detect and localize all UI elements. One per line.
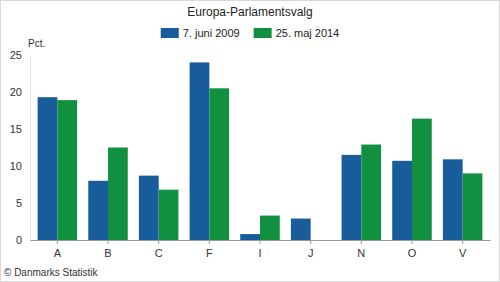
y-tick: 5	[16, 197, 30, 209]
x-tick-label: O	[408, 247, 417, 259]
x-tick-mark	[57, 240, 58, 244]
y-tick-label: 0	[16, 234, 22, 246]
legend-item: 25. maj 2014	[254, 27, 340, 39]
y-tick-label: 5	[16, 197, 22, 209]
legend-swatch	[254, 28, 272, 38]
y-tick-label: 20	[10, 86, 22, 98]
y-tick: 15	[10, 123, 30, 135]
x-tick: F	[206, 240, 213, 259]
legend-label: 25. maj 2014	[276, 27, 340, 39]
x-tick-mark	[260, 240, 261, 244]
x-tick: B	[104, 240, 111, 259]
bar	[57, 100, 77, 240]
bars	[38, 62, 483, 240]
y-tick: 25	[10, 49, 30, 61]
bar	[159, 190, 179, 240]
bar	[240, 234, 260, 240]
x-tick-label: J	[308, 247, 314, 259]
x-tick: V	[459, 240, 467, 259]
legend: 7. juni 2009 25. maj 2014	[161, 27, 340, 39]
bar	[463, 173, 483, 240]
legend-label: 7. juni 2009	[183, 27, 240, 39]
x-tick: J	[308, 240, 314, 259]
x-tick: I	[258, 240, 261, 259]
x-axis: ABCFIJNOV	[31, 240, 491, 259]
frame	[1, 1, 500, 282]
y-axis: 0 5 10 15 20 25	[10, 49, 31, 246]
x-tick: N	[357, 240, 365, 259]
y-axis-line	[30, 56, 31, 241]
y-tick-label: 25	[10, 49, 22, 61]
bar	[139, 176, 159, 240]
x-tick-mark	[209, 240, 210, 244]
x-tick: C	[155, 240, 163, 259]
bar	[260, 216, 280, 240]
y-label: Pct.	[28, 38, 45, 49]
y-tick-label: 10	[10, 160, 22, 172]
x-tick-label: I	[258, 247, 261, 259]
title: Europa-Parlamentsvalg	[187, 5, 312, 19]
x-tick-mark	[361, 240, 362, 244]
x-tick-mark	[158, 240, 159, 244]
bar	[443, 159, 463, 240]
bar	[342, 155, 362, 240]
bar	[108, 148, 128, 241]
x-tick-label: B	[104, 247, 111, 259]
x-tick-label: A	[54, 247, 62, 259]
x-tick-label: V	[459, 247, 467, 259]
source-note: © Danmarks Statistik	[4, 267, 99, 278]
bar	[88, 181, 108, 240]
x-tick-mark	[411, 240, 412, 244]
bar	[412, 119, 432, 240]
y-tick: 20	[10, 86, 30, 98]
x-tick-mark	[108, 240, 109, 244]
legend-item: 7. juni 2009	[161, 27, 240, 39]
legend-swatch	[161, 28, 179, 38]
x-tick-label: N	[357, 247, 365, 259]
y-tick: 0	[16, 234, 30, 246]
bar	[392, 161, 412, 240]
x-tick-label: F	[206, 247, 213, 259]
bar	[291, 219, 311, 240]
y-tick-label: 15	[10, 123, 22, 135]
bar	[361, 145, 381, 240]
x-tick: O	[408, 240, 417, 259]
bar	[190, 62, 210, 240]
bar	[38, 97, 58, 240]
bar	[209, 88, 229, 240]
x-tick-mark	[310, 240, 311, 244]
x-tick-label: C	[155, 247, 163, 259]
x-tick: A	[54, 240, 62, 259]
x-tick-mark	[462, 240, 463, 244]
y-tick: 10	[10, 160, 30, 172]
chart: Europa-Parlamentsvalg 0 5 10 15 20 25 Pct. A B C F I…	[0, 0, 500, 282]
